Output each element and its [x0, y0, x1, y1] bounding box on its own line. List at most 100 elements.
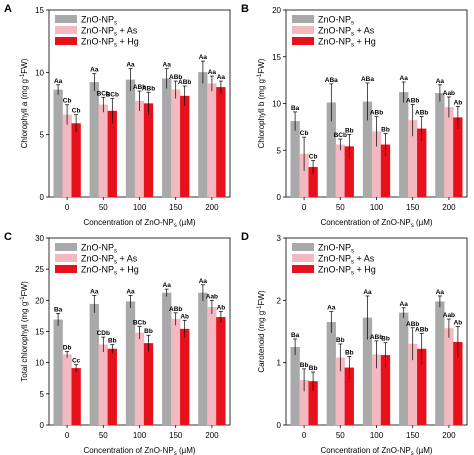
y-tick-label: 0	[40, 193, 45, 202]
bar	[71, 123, 81, 198]
significance-label: BCb	[106, 92, 119, 99]
bar	[171, 89, 181, 198]
y-tick-label: 25	[35, 265, 44, 274]
legend-entry-tail: + As	[354, 254, 375, 264]
legend-entry: ZnO-NPs	[318, 15, 354, 27]
significance-label: Ba	[291, 105, 300, 112]
legend-swatch	[55, 243, 77, 251]
legend-swatch	[292, 243, 314, 251]
y-axis-title-text: Total chlorophyll (mg g	[20, 302, 29, 382]
chart-panel-c: C 0 5 10 15 20 25 30 Total chlorophyll (mg g-1FW…	[4, 231, 231, 455]
significance-label: Bb	[309, 365, 318, 372]
legend-swatch	[55, 37, 77, 45]
significance-label: ABb	[415, 326, 428, 333]
legend-entry-sub: s	[114, 21, 117, 27]
legend-entry-text: ZnO-NP	[318, 243, 351, 253]
panel-label: D	[241, 231, 249, 243]
legend-entry: ZnO-NPs + Hg	[81, 265, 139, 277]
bar	[444, 107, 454, 198]
panel-label: C	[4, 231, 12, 243]
x-axis-title-tail: (µM)	[414, 446, 433, 455]
legend-entry: ZnO-NPs + Hg	[318, 265, 376, 277]
significance-label: ABa	[325, 77, 338, 84]
x-axis-title-sub: s	[411, 451, 414, 455]
significance-label: Aa	[90, 288, 99, 295]
significance-label: Aa	[363, 289, 372, 296]
bar	[62, 354, 72, 426]
legend-entry-sub: s	[351, 32, 354, 38]
legend-entry-sub: s	[351, 249, 354, 255]
bar	[62, 114, 72, 198]
y-axis-title-sup: -1	[20, 73, 26, 79]
chart-panel-a: A 0 5 10 15 Chlorophyll a (mg g-1FW) Concentra…	[4, 3, 231, 229]
legend-entry-tail: + Hg	[117, 37, 139, 47]
legend-entry-tail: + As	[354, 26, 375, 36]
x-tick-label: 100	[133, 431, 147, 440]
y-axis-title-text: Carotenoid (mg g	[257, 311, 266, 373]
y-axis-title-text: Chlorophyll b (mg g	[257, 79, 266, 148]
significance-label: Bb	[345, 127, 354, 134]
significance-label: BCb	[133, 320, 146, 327]
significance-label: Aa	[199, 54, 208, 61]
significance-label: ABb	[178, 79, 191, 86]
bar	[107, 348, 117, 426]
bar	[171, 318, 181, 426]
significance-label: ABb	[406, 321, 419, 328]
x-axis-title: Concentration of ZnO-NPs (µM)	[320, 446, 432, 455]
legend-entry-text: ZnO-NP	[318, 26, 351, 36]
significance-label: Cb	[309, 154, 318, 161]
legend-entry-text: ZnO-NP	[318, 15, 351, 25]
legend-entry-text: ZnO-NP	[81, 254, 114, 264]
y-tick-label: 0	[277, 421, 282, 430]
x-tick-label: 150	[406, 431, 420, 440]
x-tick-label: 50	[99, 431, 108, 440]
legend-entry-text: ZnO-NP	[81, 26, 114, 36]
y-axis-title-text: Chlorophyll a (mg g	[20, 79, 29, 148]
x-axis-title-sub: s	[174, 223, 177, 229]
panel-label: A	[4, 3, 12, 15]
legend-entry: ZnO-NPs + As	[318, 254, 375, 266]
legend-entry: ZnO-NPs + As	[318, 26, 375, 38]
significance-label: Bb	[336, 337, 345, 344]
x-axis-title-sub: s	[411, 223, 414, 229]
y-tick-label: 5	[277, 146, 282, 155]
significance-label: Bb	[300, 362, 309, 369]
bar	[98, 104, 108, 198]
significance-label: Aa	[54, 78, 63, 85]
legend-entry: ZnO-NPs + As	[81, 254, 138, 266]
significance-label: ABb	[133, 84, 146, 91]
legend-entry-sub: s	[351, 271, 354, 277]
legend-swatch	[292, 254, 314, 262]
x-tick-label: 100	[370, 431, 384, 440]
legend-entry-text: ZnO-NP	[81, 265, 114, 275]
legend-swatch	[55, 26, 77, 34]
bar	[53, 89, 63, 198]
bar	[198, 72, 208, 198]
bar	[216, 317, 226, 426]
x-axis-title-sub: s	[174, 451, 177, 455]
bar	[134, 332, 145, 426]
legend-entry-text: ZnO-NP	[318, 37, 351, 47]
significance-label: Aab	[443, 90, 455, 97]
y-tick-label: 0	[277, 193, 282, 202]
significance-label: Db	[63, 344, 72, 351]
y-axis-title-tail: FW)	[257, 58, 266, 73]
significance-label: Aa	[217, 74, 226, 81]
significance-label: Cb	[300, 130, 309, 137]
bar	[89, 82, 99, 198]
significance-label: Cb	[63, 98, 72, 105]
y-tick-label: 10	[35, 359, 44, 368]
y-tick-label: 15	[35, 328, 44, 337]
y-tick-label: 1	[277, 359, 282, 368]
y-axis-title: Chlorophyll b (mg g-1FW)	[257, 58, 266, 148]
y-tick-label: 0	[40, 421, 45, 430]
legend-entry-text: ZnO-NP	[81, 15, 114, 25]
bar	[143, 103, 154, 198]
bar	[435, 301, 445, 426]
bar	[98, 344, 108, 426]
x-tick-label: 50	[336, 431, 345, 440]
significance-label: Aa	[199, 278, 208, 285]
